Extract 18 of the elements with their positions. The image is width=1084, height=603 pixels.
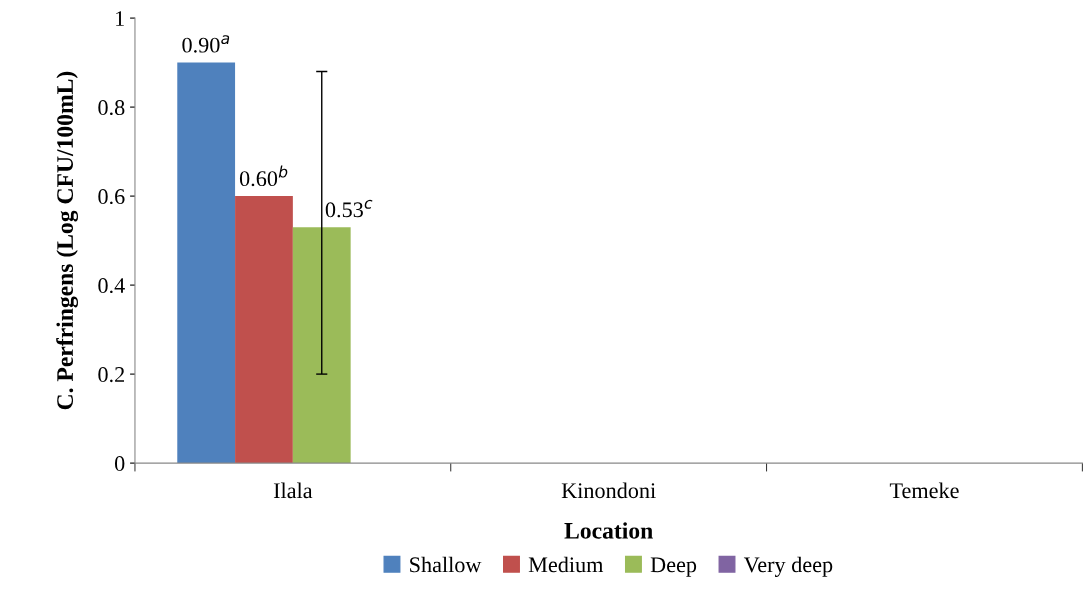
legend-label: Shallow [410,556,482,573]
y-tick-label: 0.2 [98,367,125,383]
legend-label: Medium [528,556,604,573]
x-axis-title: Location [564,522,653,539]
legend-label: Deep [650,557,697,577]
x-tick-label: Temeke [889,482,959,499]
legend-label: Very deep [743,556,833,577]
y-tick-label: 1 [116,11,124,26]
y-tick-label: 0.8 [98,100,125,116]
x-tick-label: Kinondoni [561,482,656,499]
y-tick-label: 0.6 [98,189,125,205]
y-tick-label: 0 [114,456,125,472]
data-label: 0.90$^{a}$ [182,35,230,53]
data-label: 0.60$^{b}$ [239,165,288,187]
x-tick-label: Ilala [273,482,313,499]
data-label: 0.53$^{c}$ [325,199,373,218]
y-axis-title: C. Perfringens (Log CFU/100mL) [56,71,79,410]
y-tick-label: 0.4 [98,278,125,294]
